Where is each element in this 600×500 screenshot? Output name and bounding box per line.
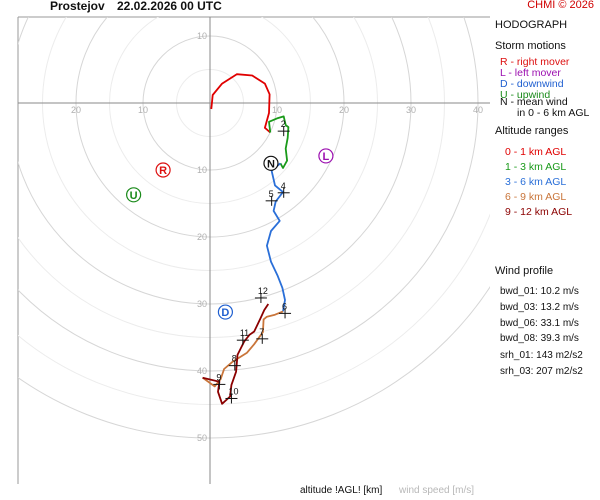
storm-motion-label: N xyxy=(267,158,275,170)
altitude-ranges-heading: Altitude ranges xyxy=(495,125,569,137)
y-tick-label: 10 xyxy=(197,31,207,41)
height-mark-label: 9 xyxy=(216,372,221,382)
height-mark-label: 4 xyxy=(281,181,286,191)
wind-profile-bwd08: bwd_08: 39.3 m/s xyxy=(500,333,579,344)
legend-mean-wind: N - mean wind xyxy=(500,96,568,108)
legend-mean-wind-layer: in 0 - 6 km AGL xyxy=(517,107,590,119)
hodograph-segment-2 xyxy=(268,115,290,169)
range-1-3km: 1 - 3 km AGL xyxy=(505,161,567,173)
y-tick-label: 10 xyxy=(197,165,207,175)
forecast-time: 22.02.2026 00 UTC xyxy=(117,0,222,13)
wind-profile-bwd06: bwd_06: 33.1 m/s xyxy=(500,318,579,329)
x-tick-label: 10 xyxy=(272,105,282,115)
y-tick-label: 30 xyxy=(197,299,207,309)
x-tick-label: 10 xyxy=(138,105,148,115)
storm-motion-label: L xyxy=(323,151,330,163)
footer-altitude-label: altitude !AGL! [km] xyxy=(300,485,383,496)
x-tick-label: 20 xyxy=(71,105,81,115)
range-6-9km: 6 - 9 km AGL xyxy=(505,191,567,203)
height-mark-label: 8 xyxy=(232,354,237,364)
storm-motion-label: R xyxy=(159,165,167,177)
y-tick-label: 40 xyxy=(197,366,207,376)
wind-profile-heading: Wind profile xyxy=(495,265,554,277)
height-mark-label: 5 xyxy=(269,189,274,199)
y-tick-label: 20 xyxy=(197,232,207,242)
panel-title: HODOGRAPH xyxy=(495,19,568,31)
brand-credit: CHMI © 2026 xyxy=(527,0,594,11)
legend-downwind: D - downwind xyxy=(500,78,564,90)
height-mark-label: 12 xyxy=(258,286,268,296)
minor-ring-45 xyxy=(18,213,490,405)
wind-profile-srh01: srh_01: 143 m2/s2 xyxy=(500,350,583,361)
wind-profile-srh03: srh_03: 207 m2/s2 xyxy=(500,366,583,377)
storm-motion-marker xyxy=(217,304,234,320)
storm-motion-marker xyxy=(263,155,279,171)
hodograph-segment-3 xyxy=(265,162,286,312)
footer-windspeed-label: wind speed [m/s] xyxy=(399,485,475,496)
range-3-6km: 3 - 6 km AGL xyxy=(505,176,567,188)
legend-left-mover: L - left mover xyxy=(500,67,561,79)
height-mark-label: 10 xyxy=(228,386,238,396)
hodograph-segment-5 xyxy=(202,303,270,405)
range-0-1km: 0 - 1 km AGL xyxy=(505,146,567,158)
height-mark-label: 7 xyxy=(259,327,264,337)
wind-profile-bwd01: bwd_01: 10.2 m/s xyxy=(500,286,579,297)
storm-motion-label: D xyxy=(221,307,229,319)
x-tick-label: 30 xyxy=(406,105,416,115)
legend-upwind: U - upwind xyxy=(500,89,551,101)
y-tick-label: 50 xyxy=(197,433,207,443)
storm-motions-heading: Storm motions xyxy=(495,40,566,52)
storm-motion-marker xyxy=(126,187,142,203)
hodograph-segment-1 xyxy=(210,73,271,134)
ring-40 xyxy=(18,17,479,372)
x-tick-label: 20 xyxy=(339,105,349,115)
wind-profile-bwd03: bwd_03: 13.2 m/s xyxy=(500,302,579,313)
x-tick-label: 40 xyxy=(473,105,483,115)
height-mark-label: 6 xyxy=(282,301,287,311)
range-9-12km: 9 - 12 km AGL xyxy=(505,206,573,218)
legend-right-mover: R - right mover xyxy=(500,56,570,68)
station-name: Prostejov xyxy=(50,0,105,13)
storm-motion-label: U xyxy=(130,190,138,202)
hodograph-segment-4 xyxy=(202,310,284,388)
height-mark-label: 11 xyxy=(240,328,249,338)
height-mark-label: 2 xyxy=(281,119,286,129)
storm-motion-marker xyxy=(155,162,171,178)
storm-motion-marker xyxy=(318,148,334,164)
